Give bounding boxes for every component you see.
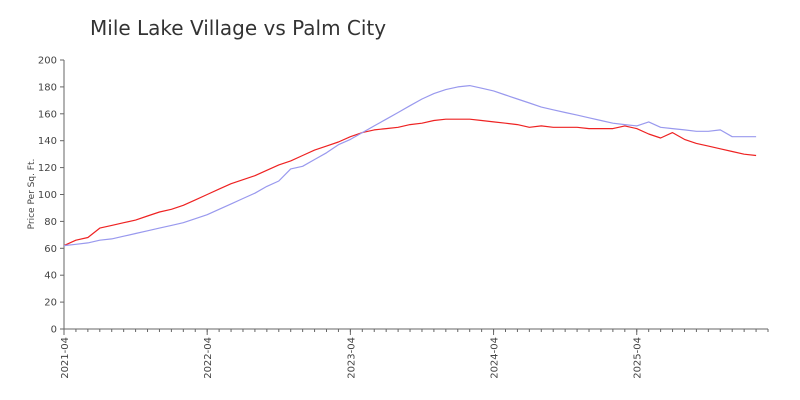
- y-tick-label: 40: [44, 271, 57, 282]
- y-tick-label: 60: [44, 244, 57, 255]
- x-tick-label: 2023-04: [346, 337, 357, 379]
- series-line-1: [63, 118, 757, 247]
- series-line-2: [63, 85, 757, 247]
- y-tick-label: 80: [44, 217, 57, 228]
- y-tick-label: 160: [38, 109, 57, 120]
- series-layer: [63, 85, 757, 247]
- y-tick-label: 140: [38, 136, 57, 147]
- y-tick-label: 180: [38, 82, 57, 93]
- x-axis: 2021-04 2022-04 2023-04 2024-04 2025-04: [60, 328, 769, 379]
- x-tick-label: 2022-04: [203, 337, 214, 379]
- y-tick-label: 0: [51, 325, 57, 336]
- y-axis-label: Price Per Sq. Ft.: [27, 159, 37, 230]
- chart-title: Mile Lake Village vs Palm City: [90, 16, 387, 40]
- y-tick-label: 200: [38, 56, 57, 67]
- y-tick-label: 20: [44, 298, 57, 309]
- y-tick-label: 120: [38, 163, 57, 174]
- x-tick-label: 2024-04: [490, 337, 501, 379]
- y-axis: 0 20 40 60 80 100 120 140 160 180 200: [38, 56, 65, 336]
- x-tick-label: 2021-04: [60, 337, 71, 379]
- y-tick-label: 100: [38, 190, 57, 201]
- x-tick-label: 2025-04: [633, 337, 644, 379]
